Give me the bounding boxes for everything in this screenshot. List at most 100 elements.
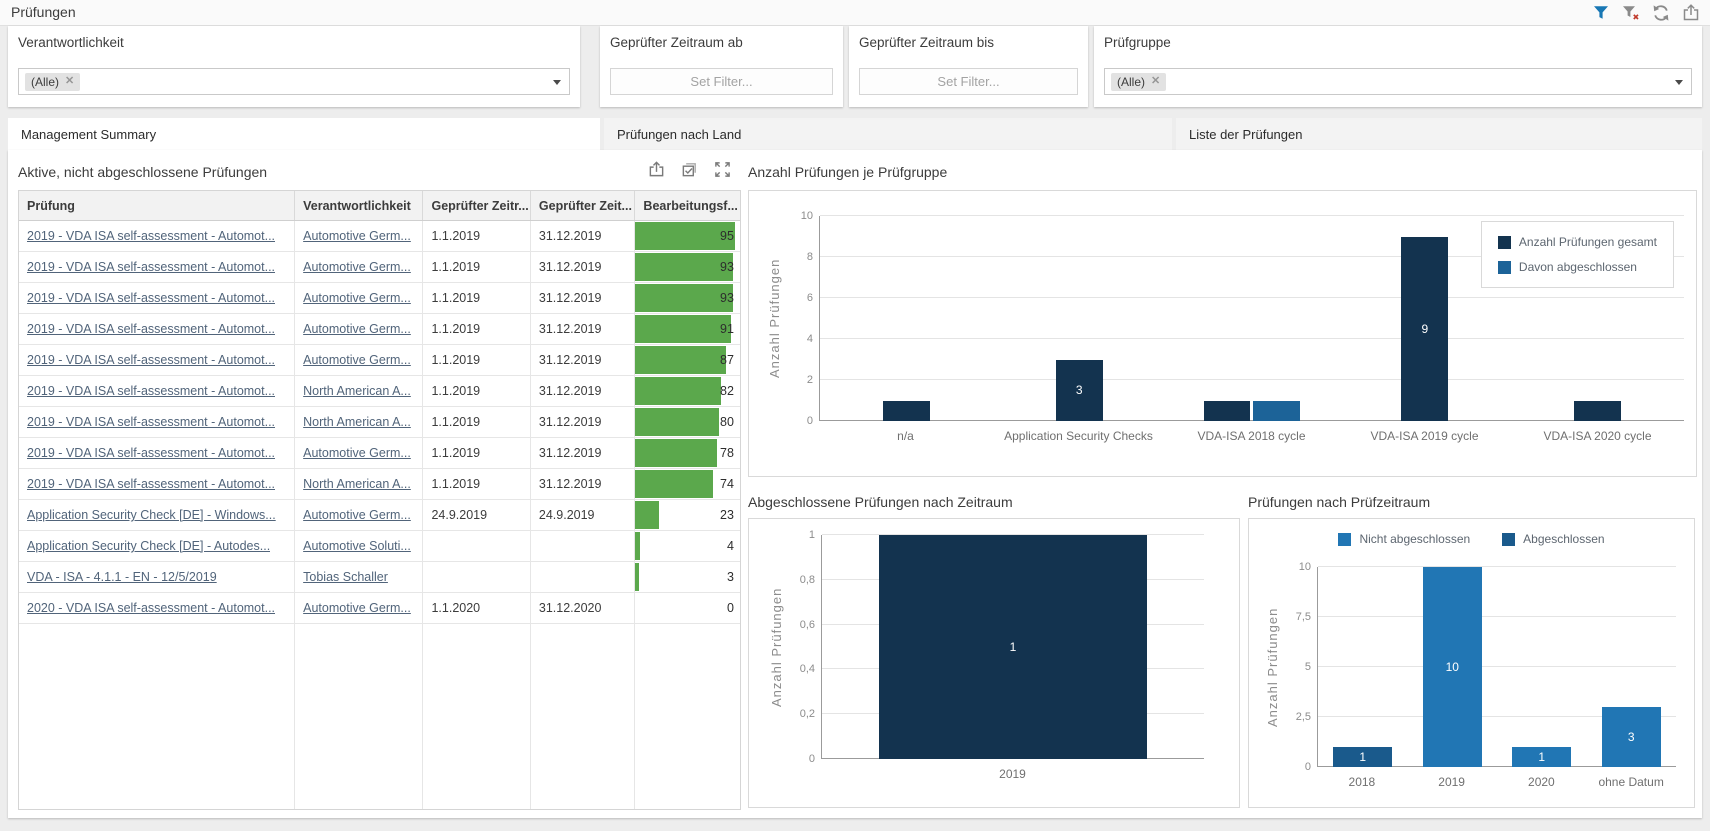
audit-link[interactable]: 2020 - VDA ISA self-assessment - Automot… xyxy=(27,601,276,615)
gridline xyxy=(1318,666,1676,667)
clear-filter-icon[interactable] xyxy=(1622,4,1640,22)
legend-swatch-icon xyxy=(1338,532,1352,546)
column-header-verantwortlichkeit[interactable]: Verantwortlichkeit xyxy=(295,191,424,220)
progress-cell: 0 xyxy=(635,593,740,623)
audit-link[interactable]: VDA - ISA - 4.1.1 - EN - 12/5/2019 xyxy=(27,570,217,584)
responsible-link[interactable]: North American A... xyxy=(303,384,411,398)
audit-link[interactable]: 2019 - VDA ISA self-assessment - Automot… xyxy=(27,229,276,243)
gridline xyxy=(820,379,1684,380)
copy-icon[interactable] xyxy=(681,161,698,178)
set-filter-to-button[interactable]: Set Filter... xyxy=(859,68,1078,95)
responsible-link[interactable]: North American A... xyxy=(303,477,411,491)
bar-2020[interactable]: 1 xyxy=(1512,747,1572,767)
legend-label: Davon abgeschlossen xyxy=(1518,260,1637,274)
filter-label: Prüfgruppe xyxy=(1104,35,1171,50)
chevron-down-icon[interactable] xyxy=(553,80,561,89)
x-axis-labels: 2019 xyxy=(821,767,1204,781)
progress-cell: 93 xyxy=(635,283,740,313)
column-header-zeitraum-bis[interactable]: Geprüfter Zeit... xyxy=(531,191,636,220)
responsible-link[interactable]: Automotive Germ... xyxy=(303,353,411,367)
tab-pruefungen-nach-land[interactable]: Prüfungen nach Land xyxy=(604,118,1172,150)
period-to-cell: 31.12.2019 xyxy=(531,469,636,499)
period-to-cell: 31.12.2019 xyxy=(531,252,636,282)
bar-vda-isa-2018-cycle[interactable] xyxy=(1253,400,1301,421)
period-from-cell: 1.1.2019 xyxy=(423,469,531,499)
legend-entry[interactable]: Abgeschlossen xyxy=(1502,532,1605,546)
tab-management-summary[interactable]: Management Summary xyxy=(8,118,600,150)
responsible-link[interactable]: Automotive Soluti... xyxy=(303,539,411,553)
audit-link[interactable]: 2019 - VDA ISA self-assessment - Automot… xyxy=(27,291,276,305)
bar-vda-isa-2018-cycle[interactable] xyxy=(1203,400,1251,421)
y-tick-label: 6 xyxy=(806,292,813,304)
responsible-link[interactable]: Automotive Germ... xyxy=(303,601,411,615)
gridline xyxy=(820,215,1684,216)
progress-cell: 74 xyxy=(635,469,740,499)
remove-chip-icon[interactable]: ✕ xyxy=(1151,75,1161,87)
filter-label: Geprüfter Zeitraum ab xyxy=(610,35,743,50)
column-header-pruefung[interactable]: Prüfung xyxy=(19,191,296,220)
bar-application-security-checks[interactable]: 3 xyxy=(1055,359,1103,421)
responsible-link[interactable]: Automotive Germ... xyxy=(303,446,411,460)
selected-value-chip[interactable]: (Alle) ✕ xyxy=(1111,72,1167,91)
responsible-link[interactable]: Automotive Germ... xyxy=(303,291,411,305)
audit-link[interactable]: 2019 - VDA ISA self-assessment - Automot… xyxy=(27,322,276,336)
export-icon[interactable] xyxy=(1682,4,1700,22)
audit-link[interactable]: 2019 - VDA ISA self-assessment - Automot… xyxy=(27,260,276,274)
chip-label: (Alle) xyxy=(31,74,60,89)
bar-vda-isa-2019-cycle[interactable]: 9 xyxy=(1401,236,1449,421)
responsible-link[interactable]: Automotive Germ... xyxy=(303,260,411,274)
responsibility-select[interactable]: (Alle) ✕ xyxy=(18,68,570,95)
audit-link[interactable]: Application Security Check [DE] - Autode… xyxy=(27,539,271,553)
table-row: 2019 - VDA ISA self-assessment - Automot… xyxy=(19,314,740,345)
responsible-link[interactable]: Tobias Schaller xyxy=(303,570,388,584)
plot-area: 0 2 4 6 8 10 3 9 xyxy=(801,210,1684,427)
filter-icon[interactable] xyxy=(1592,4,1610,22)
audit-link[interactable]: 2019 - VDA ISA self-assessment - Automot… xyxy=(27,384,276,398)
progress-cell: 91 xyxy=(635,314,740,344)
legend-entry[interactable]: Anzahl Prüfungen gesamt xyxy=(1497,235,1657,249)
column-header-bearbeitungsfortschritt[interactable]: Bearbeitungsf... xyxy=(643,198,738,213)
responsible-link[interactable]: Automotive Germ... xyxy=(303,229,411,243)
selected-value-chip[interactable]: (Alle) ✕ xyxy=(25,72,81,91)
category-slot: 1 xyxy=(1497,567,1587,767)
bar-2018[interactable]: 1 xyxy=(1333,747,1393,767)
y-tick-label: 2 xyxy=(806,374,813,386)
remove-chip-icon[interactable]: ✕ xyxy=(65,75,75,87)
bar-n/a[interactable] xyxy=(883,400,930,421)
audit-link[interactable]: 2019 - VDA ISA self-assessment - Automot… xyxy=(27,446,276,460)
progress-bar xyxy=(635,470,713,498)
tab-liste-der-pruefungen[interactable]: Liste der Prüfungen xyxy=(1176,118,1702,150)
export-icon[interactable] xyxy=(648,161,665,178)
audit-link[interactable]: 2019 - VDA ISA self-assessment - Automot… xyxy=(27,477,276,491)
responsible-link[interactable]: Automotive Germ... xyxy=(303,508,411,522)
responsible-cell: Automotive Germ... xyxy=(295,252,424,282)
set-filter-from-button[interactable]: Set Filter... xyxy=(610,68,833,95)
audit-cell: 2019 - VDA ISA self-assessment - Automot… xyxy=(19,345,296,375)
table-row: Application Security Check [DE] - Autode… xyxy=(19,531,740,562)
responsible-link[interactable]: Automotive Germ... xyxy=(303,322,411,336)
bar-slots: 1 10 1 3 xyxy=(1318,567,1676,767)
legend-entry[interactable]: Nicht abgeschlossen xyxy=(1338,532,1470,546)
fullscreen-icon[interactable] xyxy=(714,161,731,178)
period-from-cell: 1.1.2019 xyxy=(423,438,531,468)
period-from-cell: 1.1.2019 xyxy=(423,407,531,437)
audit-group-select[interactable]: (Alle) ✕ xyxy=(1104,68,1692,95)
audit-link[interactable]: 2019 - VDA ISA self-assessment - Automot… xyxy=(27,415,276,429)
audit-link[interactable]: 2019 - VDA ISA self-assessment - Automot… xyxy=(27,353,276,367)
chip-label: (Alle) xyxy=(1117,74,1146,89)
audit-link[interactable]: Application Security Check [DE] - Window… xyxy=(27,508,276,522)
bar-ohne-datum[interactable]: 3 xyxy=(1601,707,1661,767)
responsible-link[interactable]: North American A... xyxy=(303,415,411,429)
refresh-icon[interactable] xyxy=(1652,4,1670,22)
column-header-zeitraum-von[interactable]: Geprüfter Zeitr... xyxy=(423,191,531,220)
y-tick-label: 0 xyxy=(808,753,815,765)
legend-entry[interactable]: Davon abgeschlossen xyxy=(1497,260,1657,274)
bar-2019[interactable]: 10 xyxy=(1422,567,1482,767)
responsible-cell: Automotive Germ... xyxy=(295,345,424,375)
progress-bar xyxy=(635,222,735,250)
bar-2019[interactable]: 1 xyxy=(879,535,1147,759)
bar-vda-isa-2020-cycle[interactable] xyxy=(1574,400,1621,421)
chevron-down-icon[interactable] xyxy=(1675,80,1683,89)
filler-cell xyxy=(531,624,636,809)
filler-cell xyxy=(635,624,740,809)
